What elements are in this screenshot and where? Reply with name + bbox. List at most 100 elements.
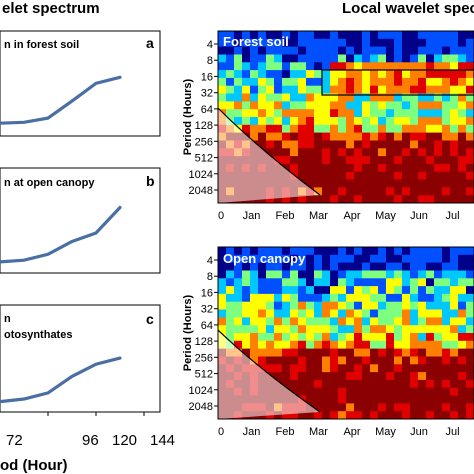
heatmap-cell <box>426 195 435 203</box>
heatmap-cell <box>242 247 251 256</box>
heatmap-cell <box>402 195 411 203</box>
heatmap-cell <box>354 325 363 334</box>
heatmap-cell <box>354 140 363 149</box>
heatmap-cell <box>466 301 474 311</box>
heatmap-cell <box>362 278 371 287</box>
heatmap-cell <box>466 309 474 318</box>
heatmap-cell <box>290 101 299 110</box>
heatmap-cell <box>234 38 243 48</box>
heatmap-cell <box>394 148 403 157</box>
period-tick-label: 1024 <box>189 169 213 181</box>
heatmap-cell <box>370 62 379 71</box>
heatmap-cell <box>322 356 331 365</box>
heatmap-cell <box>330 270 339 279</box>
heatmap-cell <box>266 262 275 271</box>
heatmap-cell <box>338 270 347 279</box>
heatmap-cell <box>226 262 235 271</box>
heatmap-cell <box>426 38 435 48</box>
heatmap-cell <box>266 309 275 318</box>
heatmap-cell <box>282 77 291 87</box>
heatmap-cell <box>354 262 363 271</box>
heatmap-cell <box>282 278 291 287</box>
heatmap-cell <box>362 156 371 165</box>
heatmap-cell <box>370 317 379 326</box>
heatmap-cell <box>226 31 235 40</box>
heatmap-cell <box>314 278 323 287</box>
heatmap-cell <box>290 117 299 126</box>
heatmap-cell <box>378 132 387 141</box>
heatmap-cell <box>450 403 459 412</box>
heatmap-cell <box>250 38 259 48</box>
heatmap-cell <box>266 31 275 40</box>
heatmap-cell <box>250 325 259 334</box>
heatmap-cell <box>346 179 355 188</box>
heatmap-cell <box>354 247 363 256</box>
heatmap-cell <box>218 77 227 87</box>
global-x-axis: 72 96 120 144 od (Hour) <box>0 412 175 474</box>
heatmap-cell <box>370 31 379 40</box>
heatmap-cell <box>330 62 339 71</box>
month-tick-label: Jul <box>445 210 459 222</box>
heatmap-cell <box>266 140 275 149</box>
heatmap-cell <box>458 62 467 71</box>
heatmap-cell <box>450 340 459 350</box>
heatmap-cell <box>458 77 467 87</box>
heatmap-cell <box>378 379 387 389</box>
heatmap-cell <box>354 124 363 134</box>
heatmap-cell <box>402 148 411 157</box>
period-tick-label: 256 <box>195 136 213 148</box>
heatmap-cell <box>314 403 323 412</box>
heatmap-cell <box>330 325 339 334</box>
heatmap-cell <box>250 254 259 264</box>
heatmap-cell <box>234 70 243 79</box>
heatmap-cell <box>290 333 299 342</box>
heatmap-cell <box>338 348 347 357</box>
heatmap-cell <box>314 317 323 326</box>
heatmap-cell <box>450 301 459 311</box>
heatmap-cell <box>378 309 387 318</box>
heatmap-cell <box>282 325 291 334</box>
heatmap-cell <box>322 286 331 295</box>
heatmap-cell <box>410 286 419 295</box>
heatmap-cell <box>394 109 403 118</box>
heatmap-cell <box>330 403 339 412</box>
heatmap-cell <box>250 247 259 256</box>
heatmap-cell <box>434 372 443 381</box>
heatmap-cell <box>258 93 267 102</box>
heatmap-cell <box>282 31 291 40</box>
heatmap-cell <box>418 301 427 311</box>
heatmap-cell <box>378 247 387 256</box>
heatmap-cell <box>306 270 315 279</box>
heatmap-cell <box>426 372 435 381</box>
heatmap-cell <box>354 117 363 126</box>
heatmap-cell <box>306 262 315 271</box>
heatmap-cell <box>466 262 474 271</box>
heatmap-cell <box>378 109 387 118</box>
heatmap-cell <box>282 62 291 71</box>
month-tick-label: Jun <box>410 210 428 222</box>
heatmap-cell <box>290 262 299 271</box>
heatmap-cell <box>226 62 235 71</box>
heatmap-cell <box>290 132 299 141</box>
heatmap-cell <box>378 77 387 87</box>
heatmap-cell <box>458 171 467 181</box>
heatmap-cell <box>274 101 283 110</box>
heatmap-cell <box>362 309 371 318</box>
heatmap-cell <box>418 132 427 141</box>
heatmap-cell <box>322 124 331 134</box>
heatmap-cell <box>330 372 339 381</box>
heatmap-cell <box>322 403 331 412</box>
heatmap-cell <box>362 46 371 55</box>
heatmap-cell <box>410 117 419 126</box>
heatmap-cell <box>394 301 403 311</box>
heatmap-cell <box>370 286 379 295</box>
heatmap-cell <box>386 356 395 365</box>
heatmap-cell <box>314 124 323 134</box>
heatmap-cell <box>234 340 243 350</box>
heatmap-cell <box>386 411 395 419</box>
global-panel-c: n otosynthates c <box>0 304 161 413</box>
heatmap-cell <box>466 403 474 412</box>
heatmap-cell <box>338 148 347 157</box>
heatmap-cell <box>434 348 443 357</box>
heatmap-cell <box>330 124 339 134</box>
